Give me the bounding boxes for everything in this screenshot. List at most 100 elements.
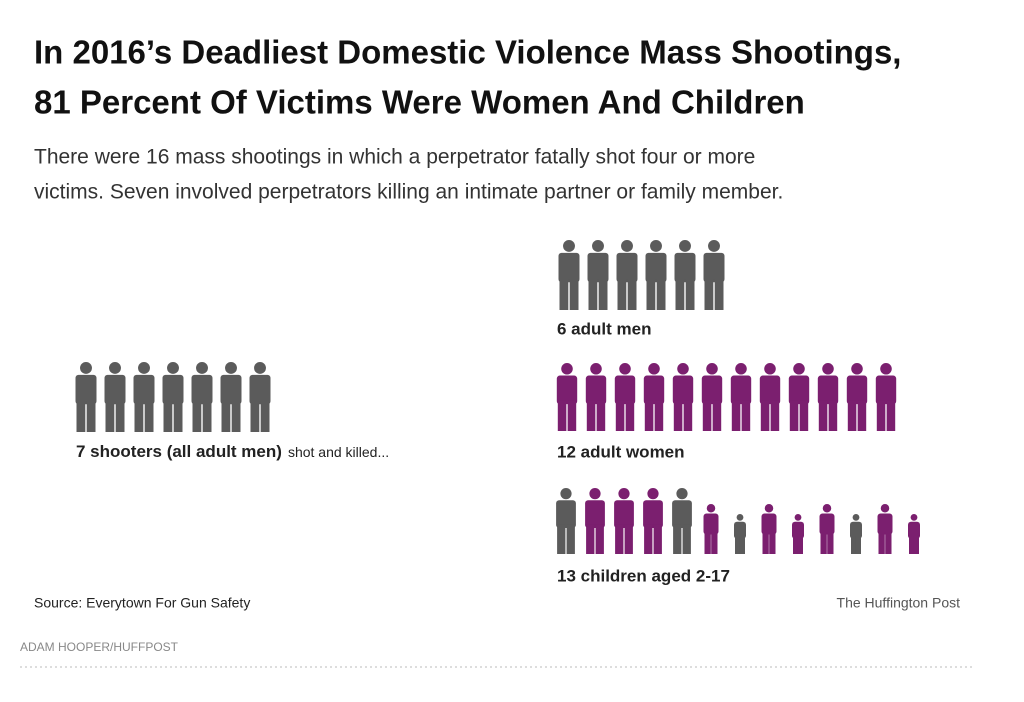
person-icon [614, 488, 634, 554]
person-icon [643, 488, 663, 554]
leg [586, 524, 595, 554]
person-icon [556, 363, 578, 431]
person-icon [133, 362, 155, 432]
person-icon [672, 488, 692, 554]
torso [616, 252, 638, 283]
head [735, 363, 747, 375]
leg [586, 400, 596, 431]
leg [596, 400, 606, 431]
head [650, 240, 662, 252]
head [621, 240, 633, 252]
person-icon [104, 362, 126, 432]
torso [672, 375, 694, 405]
head [764, 363, 776, 375]
torso [703, 252, 725, 283]
head [590, 363, 602, 375]
leg [656, 278, 666, 310]
leg [797, 536, 803, 554]
leg [909, 536, 915, 554]
torso [674, 252, 696, 283]
leg [711, 531, 718, 554]
torso [759, 375, 781, 405]
leg [221, 400, 231, 432]
head [563, 240, 575, 252]
person-icon [850, 514, 862, 554]
leg [735, 536, 741, 554]
person-icon [672, 363, 694, 431]
head [561, 363, 573, 375]
person-icon [792, 514, 804, 554]
leg [595, 524, 604, 554]
head [852, 514, 860, 521]
person-icon [761, 504, 777, 554]
person-icon [701, 363, 723, 431]
leg [76, 400, 86, 432]
torso [585, 500, 605, 528]
head [676, 488, 688, 500]
leg [86, 400, 96, 432]
leg [625, 400, 635, 431]
leg [557, 524, 566, 554]
person-icon [875, 363, 897, 431]
person-icon [587, 240, 609, 310]
leg [231, 400, 241, 432]
leg [163, 400, 173, 432]
person-icon [643, 363, 665, 431]
leg [202, 400, 212, 432]
group-label: 13 children aged 2-17 [557, 566, 730, 585]
person-icon [759, 363, 781, 431]
person-icon [220, 362, 242, 432]
torso [558, 252, 580, 283]
subtitle: There were 16 mass shootings in which a … [34, 146, 755, 169]
leg [615, 400, 625, 431]
head [254, 362, 266, 374]
person-icon [817, 363, 839, 431]
torso [850, 521, 862, 539]
torso [191, 374, 213, 405]
leg [557, 400, 567, 431]
leg [105, 400, 115, 432]
head [648, 363, 660, 375]
leg [851, 536, 857, 554]
torso [104, 374, 126, 405]
person-icon [674, 240, 696, 310]
torso [788, 375, 810, 405]
head [138, 362, 150, 374]
person-icon [162, 362, 184, 432]
source: Source: Everytown For Gun Safety [34, 595, 250, 611]
person-icon [730, 363, 752, 431]
torso [162, 374, 184, 405]
torso [819, 513, 835, 535]
leg [683, 400, 693, 431]
head [592, 240, 604, 252]
label-main: 7 shooters (all adult men) [76, 442, 282, 461]
head [589, 488, 601, 500]
torso [703, 513, 719, 535]
leg [820, 531, 827, 554]
leg [173, 400, 183, 432]
group-label: 7 shooters (all adult men) shot and kille… [76, 442, 389, 461]
head [618, 488, 630, 500]
title: In 2016’s Deadliest Domestic Violence Ma… [34, 34, 901, 71]
leg [770, 400, 780, 431]
leg [644, 524, 653, 554]
head [793, 363, 805, 375]
leg [702, 400, 712, 431]
leg [144, 400, 154, 432]
torso [643, 375, 665, 405]
leg [673, 400, 683, 431]
head [822, 504, 832, 513]
torso [701, 375, 723, 405]
head [794, 514, 802, 521]
leg [712, 400, 722, 431]
head [80, 362, 92, 374]
leg [886, 400, 896, 431]
label-suffix: shot and killed... [288, 444, 389, 460]
person-icon [908, 514, 920, 554]
torso [846, 375, 868, 405]
leg [704, 531, 711, 554]
torso [133, 374, 155, 405]
person-icon [819, 504, 835, 554]
head [822, 363, 834, 375]
